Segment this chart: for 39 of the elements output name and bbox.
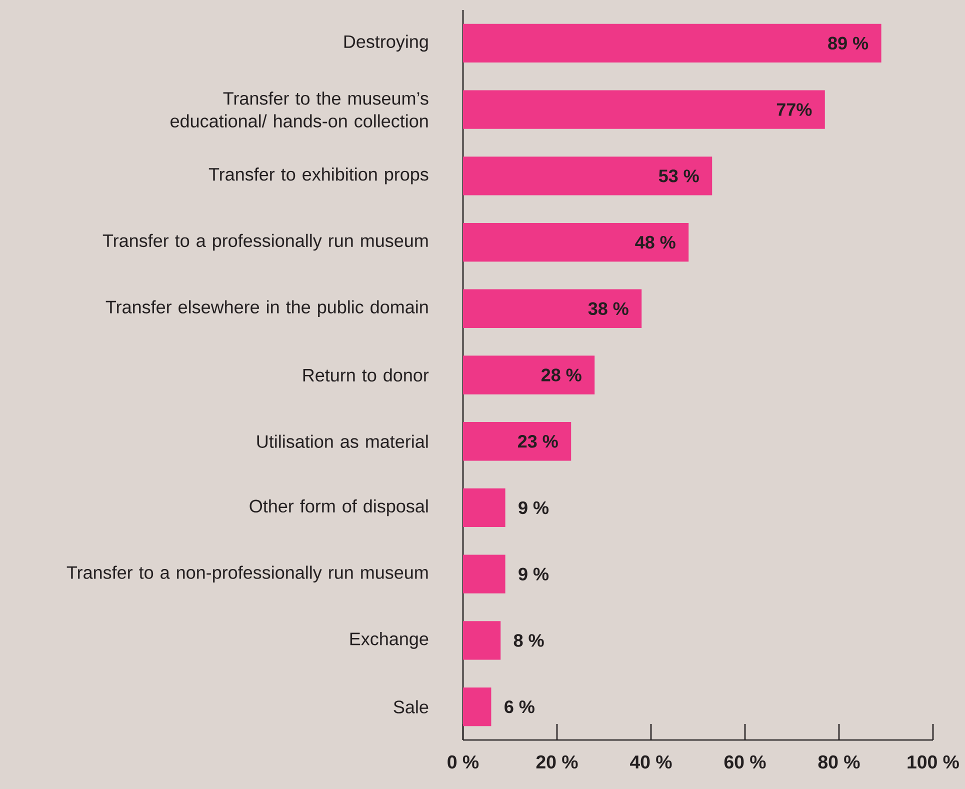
x-tick-label: 80 % [818, 755, 860, 769]
data-label: 89 % [828, 36, 868, 50]
data-label: 48 % [635, 236, 676, 249]
bar [463, 621, 501, 660]
x-tick-label: 60 % [724, 755, 766, 769]
bar [463, 222, 689, 262]
bar [463, 156, 712, 196]
y-tick-label: Transfer to the museum’s educational/ hands-on collection [170, 92, 428, 128]
y-tick-label: Destroying [344, 34, 428, 52]
y-tick-label: Transfer to a professionally run museum [102, 234, 428, 251]
y-tick-label: Sale [394, 700, 428, 714]
bar [463, 289, 642, 328]
y-tick-label: Return to donor [303, 368, 429, 382]
data-label: 77% [776, 103, 812, 116]
y-tick-label: Utilisation as material [257, 434, 428, 448]
y-tick-label: Other form of disposal [250, 499, 428, 516]
x-tick-label: 0 % [448, 755, 479, 769]
data-label: 53 % [658, 170, 699, 182]
data-label: 38 % [588, 302, 628, 316]
data-label: 28 % [541, 368, 582, 382]
bar [463, 687, 492, 726]
data-label: 8 % [514, 634, 544, 647]
bar [463, 356, 595, 394]
bar [463, 554, 506, 594]
data-label: 9 % [518, 501, 549, 514]
data-label: 6 % [504, 700, 534, 714]
x-tick-label: 20 % [536, 755, 578, 769]
data-label: 23 % [518, 434, 558, 448]
bar [463, 422, 572, 461]
x-tick-label: 100 % [908, 755, 959, 769]
bar [463, 90, 825, 129]
bar [463, 24, 882, 63]
bar [463, 488, 506, 528]
x-tick-label: 40 % [630, 755, 672, 769]
y-tick-label: Transfer to a non-professionally run museum [66, 566, 428, 582]
y-tick-label: Exchange [350, 632, 428, 649]
y-tick-label: Transfer to exhibition props [208, 168, 428, 184]
y-tick-label: Transfer elsewhere in the public domain [106, 300, 428, 318]
data-label: 9 % [518, 568, 549, 580]
